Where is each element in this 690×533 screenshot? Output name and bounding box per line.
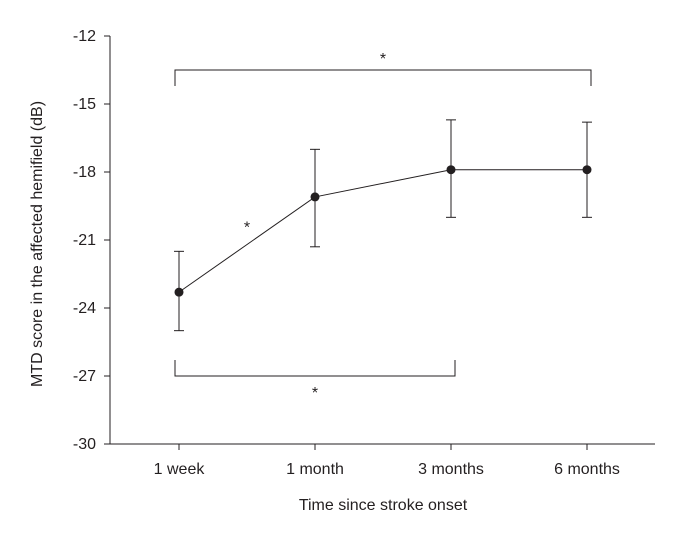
series-mtd-score [174,119,592,332]
significance-star: * [380,51,386,68]
data-point [446,165,456,175]
data-point [310,192,320,202]
significance-star: * [244,219,250,236]
y-tick-label: -24 [73,300,96,317]
x-tick-label: 3 months [418,461,484,478]
x-tick-label: 1 week [154,461,206,478]
significance-bracket [174,360,456,377]
x-tick-label: 1 month [286,461,344,478]
y-tick-label: -21 [73,232,96,249]
y-tick-label: -27 [73,368,96,385]
y-tick-label: -12 [73,28,96,45]
y-tick-label: -30 [73,436,96,453]
y-tick-label: -18 [73,164,96,181]
data-point [174,287,184,297]
y-axis-title: MTD score in the affected hemifield (dB) [29,101,46,387]
annotations: * * * [174,51,592,402]
data-point [582,165,592,175]
significance-star: * [312,385,318,402]
series-line [178,169,587,293]
significance-bracket [174,69,592,86]
y-tick-label: -15 [73,96,96,113]
y-axis: -12 -15 -18 -21 -24 -27 -30 [73,28,111,453]
x-tick-label: 6 months [554,461,620,478]
x-axis-title: Time since stroke onset [299,497,468,514]
x-axis: 1 week 1 month 3 months 6 months [110,443,655,478]
